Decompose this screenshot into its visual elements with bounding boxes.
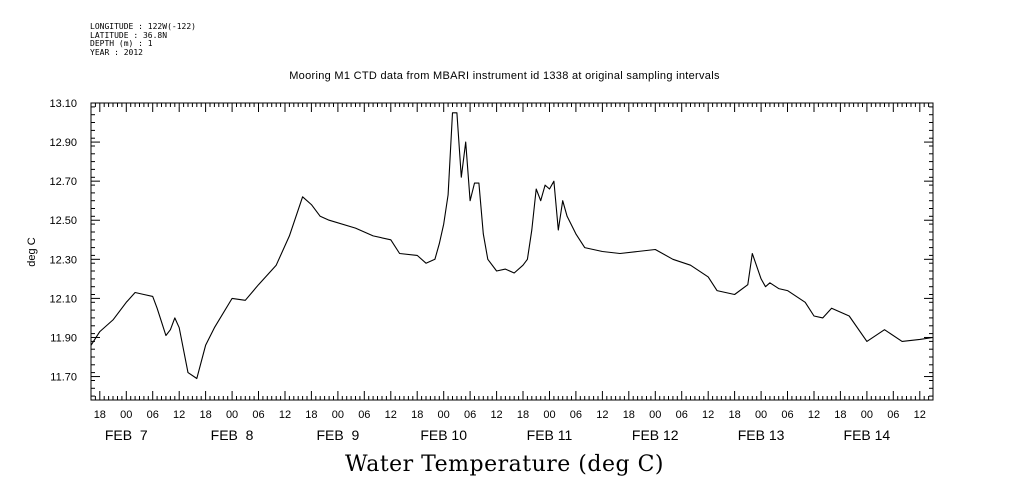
x-tick-label: 06 <box>570 409 582 421</box>
x-tick-label: 06 <box>781 409 793 421</box>
x-tick-label: 12 <box>490 409 502 421</box>
meta-year: YEAR : 2012 <box>90 47 143 57</box>
x-tick-label: 06 <box>676 409 688 421</box>
y-tick-label: 13.10 <box>49 98 77 110</box>
x-tick-label: 18 <box>728 409 740 421</box>
x-tick-label: 00 <box>649 409 661 421</box>
y-tick-label: 11.70 <box>50 372 77 384</box>
x-tick-label: 12 <box>173 409 185 421</box>
x-axis-label: Water Temperature (deg C) <box>345 452 664 477</box>
x-tick-label: 00 <box>438 409 450 421</box>
x-tick-label: 12 <box>279 409 291 421</box>
y-tick-label: 11.90 <box>50 332 77 344</box>
y-tick-label: 12.10 <box>49 293 77 305</box>
y-tick-label: 12.30 <box>49 254 77 266</box>
y-tick-label: 12.90 <box>49 137 77 149</box>
x-tick-label: 12 <box>385 409 397 421</box>
x-day-label: FEB 8 <box>211 427 254 443</box>
x-tick-label: 12 <box>596 409 608 421</box>
x-tick-label: 00 <box>755 409 767 421</box>
y-tick-label: 12.50 <box>49 215 77 227</box>
x-tick-label: 18 <box>199 409 211 421</box>
meta-depth: DEPTH (m) : 1 <box>90 39 153 49</box>
x-tick-label: 18 <box>94 409 106 421</box>
meta-longitude: LONGITUDE : 122W(-122) <box>90 22 196 31</box>
x-tick-label: 18 <box>305 409 317 421</box>
x-day-label: FEB 9 <box>316 427 359 443</box>
y-axis-label: deg C <box>26 237 38 266</box>
plot-frame <box>90 102 934 401</box>
x-tick-label: 00 <box>861 409 873 421</box>
meta-latitude: LATITUDE : 36.8N <box>90 30 168 40</box>
x-day-label: FEB 10 <box>420 427 467 443</box>
x-day-label: FEB 7 <box>105 427 148 443</box>
x-day-label: FEB 12 <box>632 427 679 443</box>
x-tick-label: 06 <box>887 409 899 421</box>
x-tick-label: 12 <box>808 409 820 421</box>
x-tick-label: 06 <box>358 409 370 421</box>
x-tick-label: 00 <box>120 409 132 421</box>
x-tick-label: 06 <box>252 409 264 421</box>
x-tick-label: 00 <box>226 409 238 421</box>
x-day-label: FEB 13 <box>738 427 785 443</box>
x-tick-label: 18 <box>411 409 423 421</box>
x-tick-label: 18 <box>834 409 846 421</box>
series-line <box>90 112 934 380</box>
x-tick-label: 18 <box>517 409 529 421</box>
x-tick-label: 00 <box>332 409 344 421</box>
y-axis: 11.70 11.90 12.10 12.30 12.50 12.70 12.90 13.10 <box>49 98 933 397</box>
x-tick-label: 12 <box>914 409 926 421</box>
x-axis: 18 00 06 12 18 00 06 12 18 00 06 12 18 00 06 12 18 00 06 12… <box>90 103 934 443</box>
x-day-label: FEB 14 <box>844 427 891 443</box>
x-day-label: FEB 11 <box>527 427 573 443</box>
x-tick-label: 00 <box>543 409 555 421</box>
x-tick-label: 12 <box>702 409 714 421</box>
chart-title: Mooring M1 CTD data from MBARI instrumen… <box>289 70 720 82</box>
x-tick-label: 18 <box>623 409 635 421</box>
x-tick-label: 06 <box>464 409 476 421</box>
metadata-block: LONGITUDE : 122W(-122) LATITUDE : 36.8N DE… <box>90 22 196 57</box>
x-tick-label: 06 <box>147 409 159 421</box>
y-tick-label: 12.70 <box>49 176 77 188</box>
